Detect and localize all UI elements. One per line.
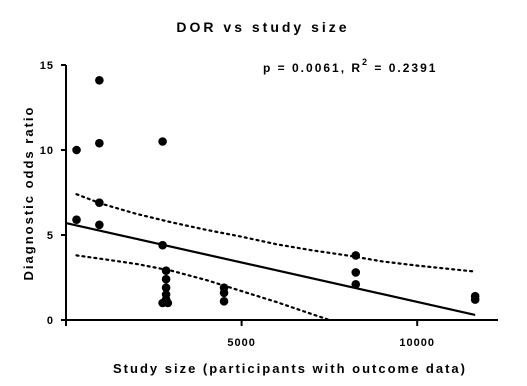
data-point	[72, 215, 81, 224]
regression-line	[65, 222, 476, 316]
data-point	[161, 266, 171, 276]
data-point	[95, 220, 104, 230]
x-tick-label: 5000	[227, 337, 255, 349]
stats-annotation-suffix: = 0.2391	[369, 61, 437, 75]
x-tick-label: 10000	[399, 337, 435, 349]
y-tick-label: 10	[40, 145, 54, 157]
confidence-band	[75, 193, 477, 320]
stats-annotation-main: p = 0.0061, R	[263, 61, 362, 75]
data-point	[161, 274, 171, 284]
stats-annotation-superscript: 2	[362, 57, 369, 67]
data-point	[158, 137, 167, 146]
ci-upper-curve	[75, 193, 477, 273]
y-tick-label: 0	[47, 315, 54, 327]
data-point	[351, 251, 361, 260]
data-point	[95, 138, 104, 148]
data-point	[219, 288, 229, 298]
data-point	[161, 283, 171, 293]
regression-line-group	[65, 222, 476, 316]
data-point	[219, 297, 229, 306]
y-tick-label: 15	[40, 60, 54, 72]
data-point	[351, 280, 361, 289]
data-point	[351, 268, 361, 277]
data-point	[72, 145, 81, 155]
data-points	[72, 76, 480, 308]
y-tick-label: 5	[47, 230, 54, 242]
ci-lower-curve	[75, 254, 333, 320]
data-point	[95, 76, 104, 85]
chart-title: DOR vs study size	[176, 19, 349, 35]
y-axis-label: Diagnostic odds ratio	[21, 106, 36, 281]
data-point	[95, 198, 104, 207]
data-point	[470, 295, 480, 304]
stats-annotation: p = 0.0061, R2 = 0.2391	[263, 57, 437, 75]
data-point	[163, 298, 173, 308]
axes: 0 5 10 15 5000 10000	[40, 60, 498, 349]
x-axis-label: Study size (participants with outcome da…	[113, 361, 467, 376]
data-point	[158, 240, 167, 250]
